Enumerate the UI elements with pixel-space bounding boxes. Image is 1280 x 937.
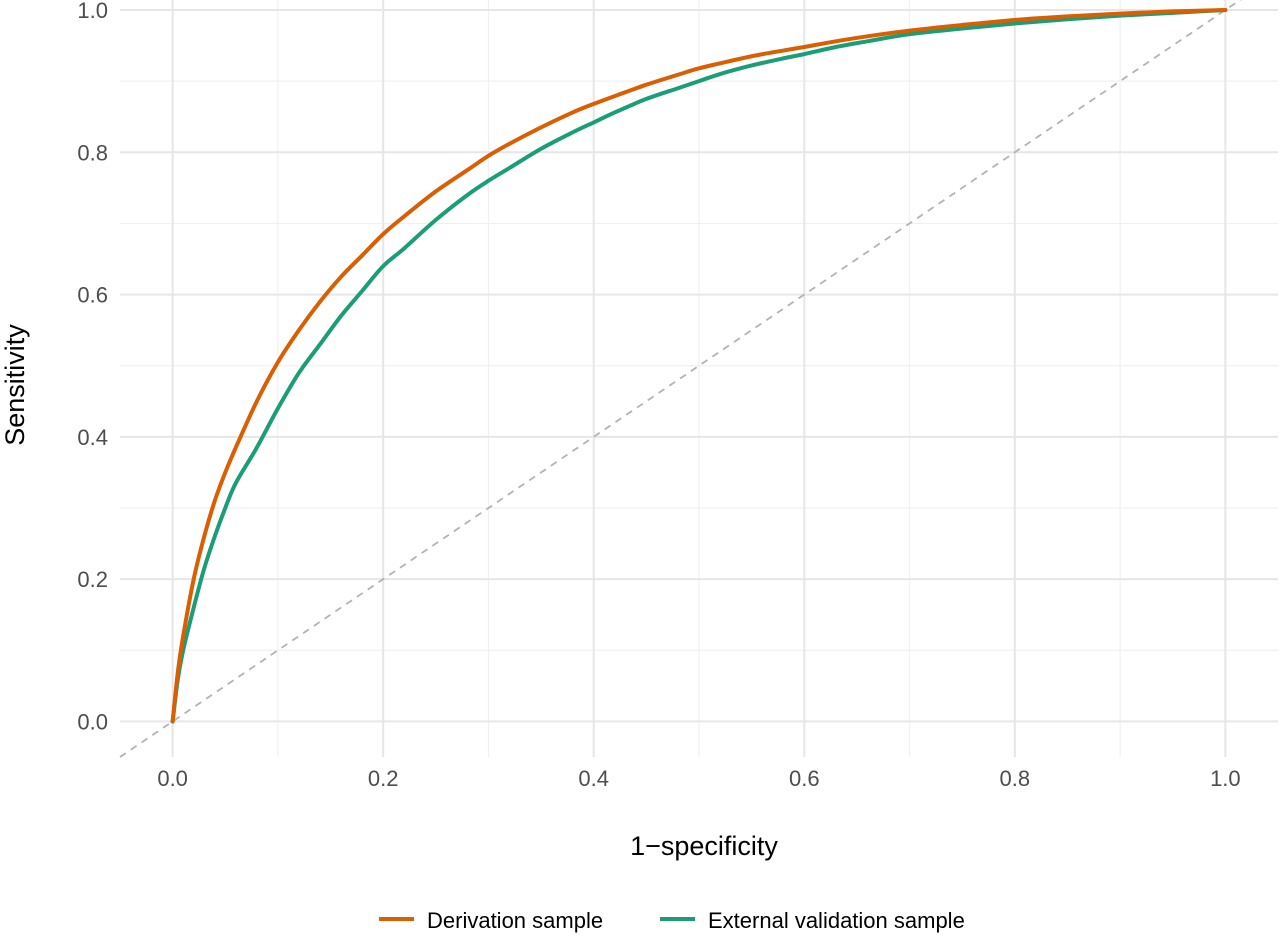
y-tick-label: 0.0	[77, 709, 108, 734]
x-axis-title: 1−specificity	[630, 831, 778, 861]
x-axis-tick-labels: 0.0 0.2 0.4 0.6 0.8 1.0	[157, 766, 1240, 791]
y-tick-label: 0.4	[77, 425, 108, 450]
y-axis-tick-labels: 0.0 0.2 0.4 0.6 0.8 1.0	[77, 0, 108, 734]
x-tick-label: 0.4	[578, 766, 609, 791]
y-tick-label: 1.0	[77, 0, 108, 23]
x-tick-label: 1.0	[1210, 766, 1241, 791]
minor-gridlines	[120, 0, 1278, 757]
legend-label-external-validation: External validation sample	[708, 908, 965, 933]
legend: Derivation sample External validation sa…	[379, 908, 965, 933]
legend-label-derivation: Derivation sample	[427, 908, 603, 933]
y-tick-label: 0.8	[77, 140, 108, 165]
x-tick-label: 0.2	[368, 766, 399, 791]
y-axis-title: Sensitivity	[0, 324, 30, 446]
x-tick-label: 0.8	[1000, 766, 1031, 791]
x-tick-label: 0.6	[789, 766, 820, 791]
y-tick-label: 0.2	[77, 567, 108, 592]
series-lines	[170, 8, 1228, 724]
series-line-derivation	[170, 8, 1228, 724]
series-line-external-validation	[170, 8, 1228, 724]
y-tick-label: 0.6	[77, 283, 108, 308]
major-gridlines	[120, 0, 1278, 757]
x-tick-label: 0.0	[157, 766, 188, 791]
